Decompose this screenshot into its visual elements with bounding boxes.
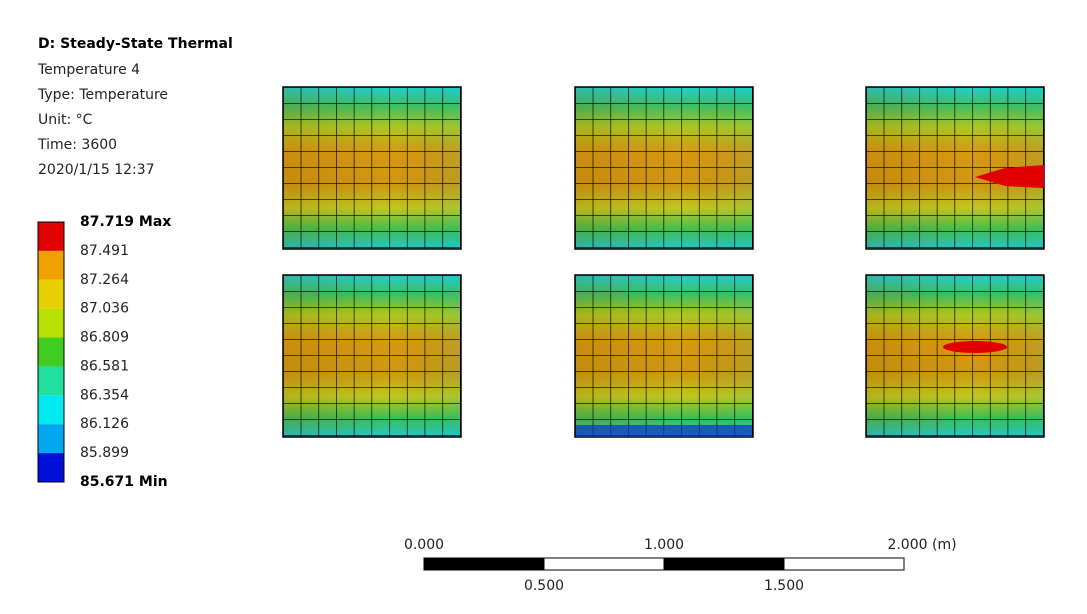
header-line: 2020/1/15 12:37 xyxy=(38,162,155,178)
header-line: Type: Temperature xyxy=(37,87,168,103)
legend-label: 86.126 xyxy=(80,416,129,432)
legend-label: 87.719 Max xyxy=(80,214,171,230)
panel xyxy=(574,274,754,438)
legend-label: 87.491 xyxy=(80,243,129,259)
panel xyxy=(865,274,1045,438)
scale-segment xyxy=(783,557,905,571)
legend-label: 86.809 xyxy=(80,330,129,346)
legend-label: 85.899 xyxy=(80,445,129,461)
legend: 87.719 Max 87.491 87.264 87.036 86.809 86.581… xyxy=(37,214,171,490)
legend-label: 86.581 xyxy=(80,358,129,374)
legend-swatch xyxy=(38,308,64,338)
scale-bar: 0.000 1.000 2.000 (m) 0.500 1.500 xyxy=(404,537,957,594)
scale-label: 0.000 xyxy=(404,537,444,553)
legend-swatch xyxy=(38,279,64,309)
legend-swatch xyxy=(38,424,64,454)
legend-swatch xyxy=(38,453,64,482)
header-lines: Temperature 4 Type: Temperature Unit: °C Ti… xyxy=(37,62,168,178)
scale-label: 2.000 (m) xyxy=(887,537,956,553)
scale-label: 1.000 xyxy=(644,537,684,553)
scale-label: 0.500 xyxy=(524,578,564,594)
legend-frame xyxy=(37,221,65,483)
scale-segment xyxy=(663,557,785,571)
scale-segment xyxy=(423,557,545,571)
header-line: Time: 3600 xyxy=(37,137,117,153)
hot-spot xyxy=(943,341,1007,353)
hot-spot xyxy=(975,165,1044,188)
legend-label: 86.354 xyxy=(80,387,129,403)
legend-swatch xyxy=(38,250,64,280)
scale-label: 1.500 xyxy=(764,578,804,594)
legend-label: 87.264 xyxy=(80,272,129,288)
legend-label: 87.036 xyxy=(80,301,129,317)
legend-swatch xyxy=(38,222,64,251)
panel xyxy=(574,86,754,250)
header-line: Temperature 4 xyxy=(37,62,140,78)
cold-zone xyxy=(576,425,752,437)
scale-segment xyxy=(543,557,665,571)
panel xyxy=(282,274,462,438)
result-panels xyxy=(282,86,1045,438)
legend-label: 85.671 Min xyxy=(80,474,168,490)
legend-swatch xyxy=(38,395,64,425)
header-line: Unit: °C xyxy=(38,112,93,128)
legend-swatch xyxy=(38,337,64,367)
title: D: Steady-State Thermal xyxy=(38,36,233,52)
panel xyxy=(282,86,462,250)
legend-swatch xyxy=(38,366,64,396)
